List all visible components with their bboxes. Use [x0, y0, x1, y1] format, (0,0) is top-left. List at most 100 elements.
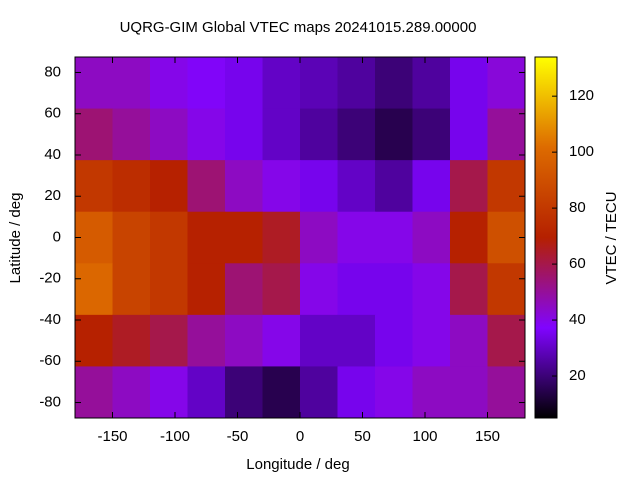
- heat-cell: [412, 108, 451, 161]
- heat-cell: [187, 314, 226, 367]
- heat-cell: [262, 263, 301, 316]
- heat-cell: [75, 314, 113, 367]
- x-tick-label: 50: [354, 428, 371, 445]
- heat-cell: [262, 108, 301, 161]
- heat-cell: [300, 263, 338, 316]
- heat-cell: [337, 211, 376, 264]
- heat-cell: [450, 366, 488, 419]
- heat-cell: [225, 314, 263, 367]
- heat-cell: [412, 57, 451, 110]
- heat-cell: [187, 366, 226, 419]
- heat-cell: [450, 314, 488, 367]
- heat-cell: [450, 160, 488, 213]
- heat-cell: [75, 108, 113, 161]
- heat-cell: [75, 211, 113, 264]
- heat-cell: [487, 366, 526, 419]
- heat-cell: [75, 263, 113, 316]
- heat-cell: [300, 160, 338, 213]
- heat-cell: [262, 160, 301, 213]
- heat-cell: [300, 314, 338, 367]
- heat-cell: [150, 314, 188, 367]
- heat-cell: [300, 57, 338, 110]
- heat-cell: [225, 160, 263, 213]
- heat-cell: [75, 57, 113, 110]
- heat-cell: [187, 160, 226, 213]
- heat-cell: [150, 108, 188, 161]
- heat-cell: [487, 160, 526, 213]
- heat-cell: [487, 314, 526, 367]
- heat-cell: [412, 366, 451, 419]
- y-tick-label: 60: [44, 105, 61, 122]
- heat-cell: [75, 160, 113, 213]
- x-tick-label: -100: [160, 428, 190, 445]
- colorbar-tick-label: 60: [569, 255, 586, 272]
- x-tick-label: -150: [97, 428, 127, 445]
- heat-cell: [412, 160, 451, 213]
- heat-cell: [337, 108, 376, 161]
- heat-cell: [262, 211, 301, 264]
- heat-cell: [150, 211, 188, 264]
- y-tick-label: 80: [44, 63, 61, 80]
- heat-cell: [112, 263, 151, 316]
- heat-cell: [262, 366, 301, 419]
- heat-cell: [262, 314, 301, 367]
- y-tick-label: -40: [39, 311, 61, 328]
- y-axis-label: Latitude / deg: [7, 193, 24, 284]
- heat-cell: [487, 108, 526, 161]
- heat-cell: [450, 108, 488, 161]
- heat-cell: [412, 211, 451, 264]
- y-tick-label: 0: [53, 228, 61, 245]
- heat-cell: [112, 211, 151, 264]
- heat-cell: [450, 263, 488, 316]
- heat-cell: [112, 108, 151, 161]
- heat-cell: [300, 211, 338, 264]
- heat-cell: [75, 366, 113, 419]
- heat-cell: [337, 366, 376, 419]
- heat-cell: [150, 160, 188, 213]
- heat-cell: [375, 160, 413, 213]
- x-tick-label: 100: [412, 428, 437, 445]
- heat-cell: [112, 57, 151, 110]
- heat-cell: [375, 314, 413, 367]
- colorbar-tick-label: 80: [569, 199, 586, 216]
- colorbar-tick-label: 100: [569, 143, 594, 160]
- heat-cell: [337, 314, 376, 367]
- heat-cell: [375, 263, 413, 316]
- heat-cell: [150, 366, 188, 419]
- y-tick-label: -60: [39, 352, 61, 369]
- heat-cell: [375, 211, 413, 264]
- heat-cell: [300, 108, 338, 161]
- heat-cell: [112, 160, 151, 213]
- heat-cell: [225, 108, 263, 161]
- colorbar-tick-label: 20: [569, 367, 586, 384]
- heat-cell: [150, 263, 188, 316]
- heat-cell: [412, 263, 451, 316]
- heat-cell: [337, 160, 376, 213]
- heat-cell: [225, 211, 263, 264]
- heat-cell: [225, 366, 263, 419]
- x-tick-label: 150: [475, 428, 500, 445]
- heat-cell: [300, 366, 338, 419]
- heat-cell: [187, 108, 226, 161]
- colorbar-label: VTEC / TECU: [603, 191, 620, 284]
- heat-cell: [262, 57, 301, 110]
- x-tick-label: 0: [296, 428, 304, 445]
- heat-cell: [450, 211, 488, 264]
- heat-cell: [375, 108, 413, 161]
- heat-cell: [225, 263, 263, 316]
- heat-cell: [375, 57, 413, 110]
- heat-cell: [112, 314, 151, 367]
- heat-cell: [487, 263, 526, 316]
- heat-cell: [187, 57, 226, 110]
- heat-cell: [412, 314, 451, 367]
- y-tick-label: 40: [44, 146, 61, 163]
- y-tick-label: -20: [39, 270, 61, 287]
- heat-cell: [225, 57, 263, 110]
- heat-cell: [187, 263, 226, 316]
- heat-cell: [487, 57, 526, 110]
- heat-cell: [150, 57, 188, 110]
- heat-cell: [375, 366, 413, 419]
- heat-cell: [450, 57, 488, 110]
- colorbar-tick-label: 40: [569, 311, 586, 328]
